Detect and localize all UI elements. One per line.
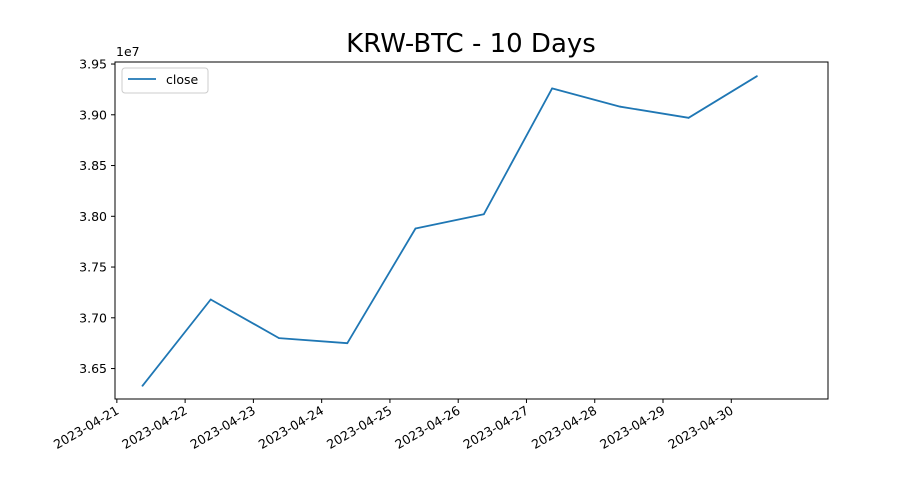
x-tick-label: 2023-04-27 bbox=[461, 403, 531, 452]
data-point bbox=[687, 116, 690, 119]
x-tick-label: 2023-04-28 bbox=[529, 403, 599, 452]
y-axis-offset: 1e7 bbox=[116, 44, 140, 59]
data-point bbox=[482, 213, 485, 216]
x-tick-label: 2023-04-26 bbox=[392, 403, 462, 452]
x-tick-label: 2023-04-30 bbox=[665, 403, 735, 452]
y-tick-label: 3.70 bbox=[79, 310, 107, 325]
legend-label-close: close bbox=[166, 72, 199, 87]
data-point bbox=[209, 298, 212, 301]
data-point bbox=[414, 227, 417, 230]
x-tick-label: 2023-04-25 bbox=[324, 403, 394, 452]
data-point bbox=[755, 75, 758, 78]
x-tick-label: 2023-04-23 bbox=[187, 403, 257, 452]
y-tick-label: 3.90 bbox=[79, 107, 107, 122]
y-tick-label: 3.75 bbox=[79, 260, 107, 275]
data-point bbox=[141, 384, 144, 387]
data-point bbox=[619, 105, 622, 108]
x-tick-label: 2023-04-21 bbox=[51, 403, 121, 452]
chart-title: KRW-BTC - 10 Days bbox=[346, 29, 596, 59]
y-tick-label: 3.85 bbox=[79, 158, 107, 173]
y-tick-label: 3.80 bbox=[79, 209, 107, 224]
y-tick-label: 3.95 bbox=[79, 57, 107, 72]
data-point bbox=[346, 342, 349, 345]
data-point bbox=[278, 337, 280, 339]
series-line-close bbox=[141, 75, 758, 387]
plot-area bbox=[114, 61, 829, 400]
x-tick-label: 2023-04-22 bbox=[119, 403, 189, 452]
legend: close bbox=[121, 67, 209, 94]
legend-box bbox=[121, 67, 209, 94]
x-tick-label: 2023-04-24 bbox=[256, 403, 326, 452]
data-point bbox=[551, 87, 553, 90]
x-tick-label: 2023-04-29 bbox=[597, 403, 667, 452]
y-tick-label: 3.65 bbox=[79, 361, 107, 376]
series-layer bbox=[141, 75, 758, 387]
plot-frame bbox=[114, 61, 829, 400]
